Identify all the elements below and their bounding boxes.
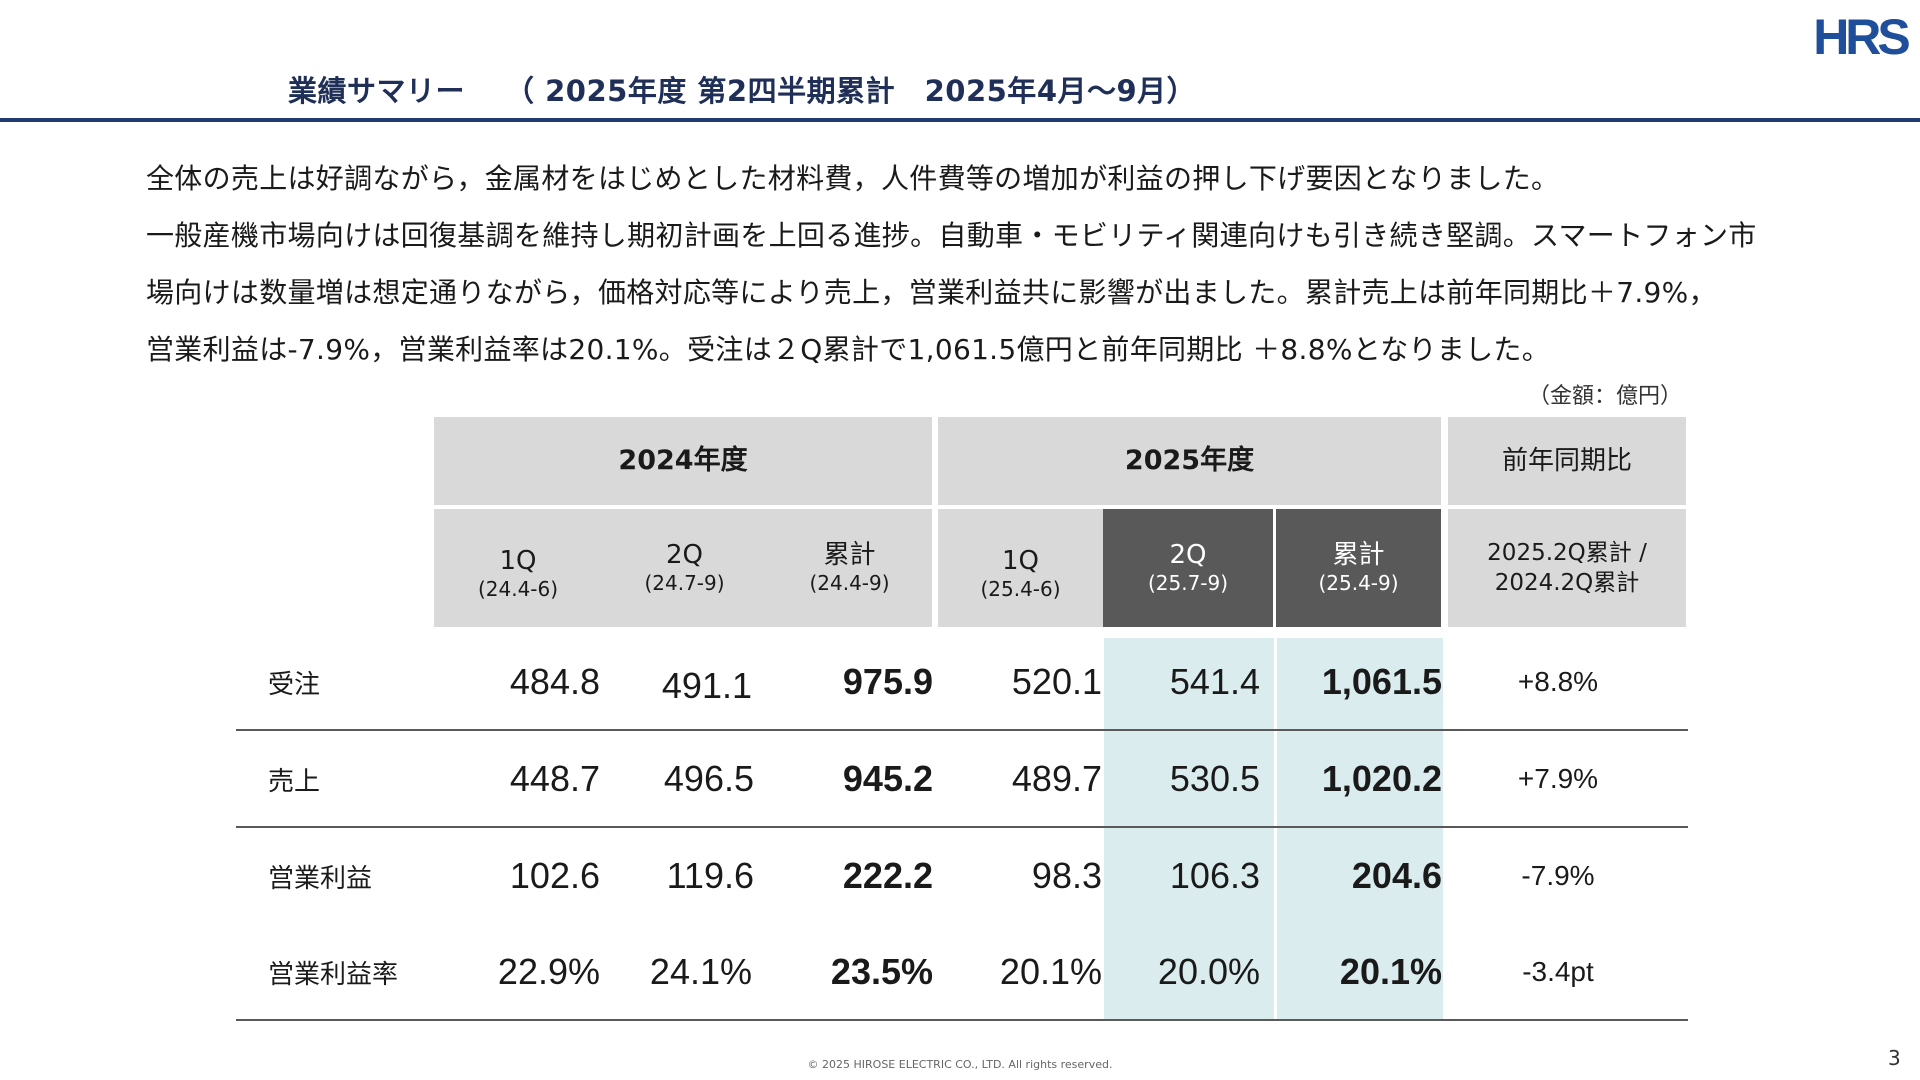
page-title: 業績サマリー （ 2025年度 第2四半期累計 2025年4月～9月） [288, 68, 1196, 110]
row-label-sales: 売上 [268, 766, 321, 797]
cell-value: 530.5 [1169, 758, 1260, 799]
header-fy2024: 2024年度 [434, 417, 932, 505]
cell-value: 22.9% [497, 951, 600, 992]
row-divider [236, 826, 1688, 828]
cell-value: 20.1% [1339, 951, 1442, 992]
highlight-2025-cum [1277, 638, 1443, 1020]
page-number: 3 [1888, 1046, 1901, 1070]
cell-value: 204.6 [1351, 855, 1442, 896]
title-main: 業績サマリー [288, 74, 466, 108]
copyright: © 2025 HIROSE ELECTRIC CO., LTD. All rig… [807, 1058, 1113, 1071]
cell-value: 98.3 [1031, 855, 1102, 896]
summary-line: 全体の売上は好調ながら，金属材をはじめとした材料費，人件費等の増加が利益の押し下… [146, 162, 1560, 195]
cell-value: 484.8 [509, 661, 600, 702]
header-fy2025: 2025年度 [938, 417, 1441, 505]
cell-value: 945.2 [842, 758, 933, 799]
row-label-operating-profit: 営業利益 [268, 863, 373, 894]
cell-yoy: +8.8% [1517, 666, 1599, 697]
hrs-logo: HRS [1813, 9, 1910, 64]
cell-value: 20.1% [999, 951, 1102, 992]
cell-value: 102.6 [509, 855, 600, 896]
cell-value: 20.0% [1157, 951, 1260, 992]
col-header-2024-2q: 2Q (24.7-9) [602, 509, 767, 627]
cell-value: 23.5% [830, 951, 933, 992]
summary-text: 全体の売上は好調ながら，金属材をはじめとした材料費，人件費等の増加が利益の押し下… [146, 150, 1846, 378]
unit-note: （金額：億円） [1528, 384, 1683, 409]
summary-line: 場向けは数量増は想定通りながら，価格対応等により売上，営業利益共に影響が出ました… [146, 276, 1717, 309]
cell-value: 119.6 [666, 855, 754, 896]
cell-yoy: +7.9% [1517, 763, 1599, 794]
row-divider [236, 1019, 1688, 1021]
col-header-2024-cum: 累計 (24.4-9) [767, 509, 932, 627]
summary-line: 一般産機市場向けは回復基調を維持し期初計画を上回る進捗。自動車・モビリティ関連向… [146, 219, 1757, 252]
col-header-yoy: 2025.2Q累計 / 2024.2Q累計 [1448, 509, 1686, 627]
cell-value: 491.1 [661, 665, 752, 706]
cell-yoy: -7.9% [1521, 860, 1595, 891]
row-label-orders: 受注 [268, 669, 321, 700]
cell-value: 24.1% [649, 951, 752, 992]
svg-text:HRS: HRS [1813, 9, 1909, 64]
col-header-2025-1q: 1Q (25.4-6) [938, 509, 1103, 627]
title-subtitle: （ 2025年度 第2四半期累計 2025年4月～9月） [505, 74, 1197, 108]
title-rule [0, 118, 1920, 122]
col-header-2025-cum: 累計 (25.4-9) [1276, 509, 1441, 627]
cell-value: 1,061.5 [1321, 661, 1442, 702]
col-header-2024-1q: 1Q (24.4-6) [434, 509, 602, 627]
header-yoy: 前年同期比 [1448, 417, 1686, 505]
col-header-2025-2q: 2Q (25.7-9) [1103, 509, 1273, 627]
cell-yoy: -3.4pt [1522, 956, 1594, 987]
cell-value: 448.7 [509, 758, 600, 799]
cell-value: 520.1 [1011, 661, 1102, 702]
summary-line: 営業利益は-7.9%，営業利益率は20.1%。受注は２Q累計で1,061.5億円… [146, 333, 1550, 366]
row-label-operating-margin: 営業利益率 [268, 959, 399, 990]
row-divider [236, 729, 1688, 731]
cell-value: 222.2 [842, 855, 933, 896]
cell-value: 541.4 [1169, 661, 1260, 702]
highlight-2025-2q [1104, 638, 1274, 1020]
cell-value: 489.7 [1011, 758, 1102, 799]
cell-value: 975.9 [842, 661, 933, 702]
cell-value: 496.5 [663, 758, 754, 799]
cell-value: 106.3 [1169, 855, 1260, 896]
cell-value: 1,020.2 [1321, 758, 1442, 799]
